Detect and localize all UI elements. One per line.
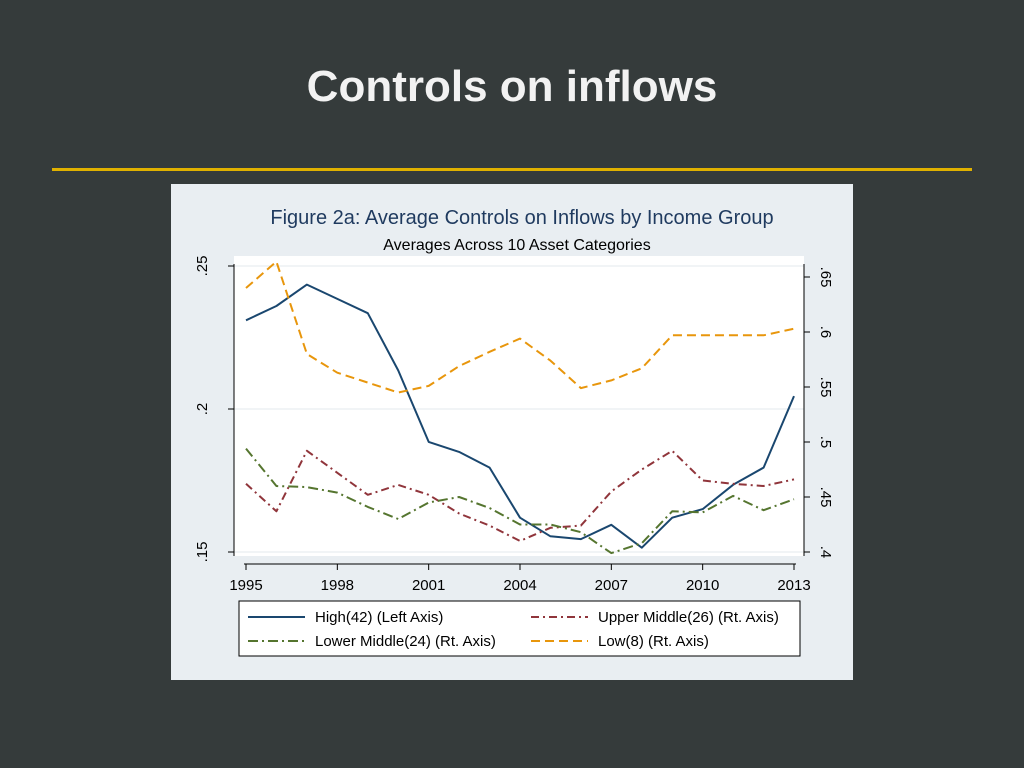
grid-lines	[234, 265, 804, 553]
x-tick-label: 1998	[321, 577, 354, 594]
y-right-tick-label: .6	[817, 326, 834, 339]
y-right-tick-label: .65	[817, 267, 834, 288]
y-left-tick-label: .2	[194, 403, 211, 416]
axes: .15 .2 .25 .4 .45 .5 .55 .6 .65 1995 1998 2001 2004 2…	[194, 256, 834, 594]
y-right-tick-label: .45	[817, 487, 834, 508]
y-right-tick-label: .5	[817, 436, 834, 449]
legend: High(42) (Left Axis) Upper Middle(26) (Rt…	[248, 609, 779, 650]
y-left-tick-label: .15	[194, 542, 211, 563]
y-right-tick-label: .55	[817, 377, 834, 398]
chart-subtitle: Averages Across 10 Asset Categories	[383, 237, 650, 254]
x-tick-label: 1995	[229, 577, 262, 594]
plot-area	[234, 256, 804, 556]
x-tick-label: 2010	[686, 577, 719, 594]
series-line-2	[245, 447, 795, 555]
series-line-3	[245, 260, 795, 394]
title-divider	[52, 168, 972, 171]
series-lines	[245, 260, 795, 555]
line-chart: Figure 2a: Average Controls on Inflows b…	[194, 207, 834, 657]
legend-label-1: Upper Middle(26) (Rt. Axis)	[598, 609, 779, 626]
legend-box	[238, 600, 801, 657]
slide-title: Controls on inflows	[306, 62, 718, 111]
x-tick-label: 2001	[412, 577, 445, 594]
series-line-0	[245, 283, 795, 549]
y-left-tick-label: .25	[194, 256, 211, 277]
legend-label-0: High(42) (Left Axis)	[315, 609, 443, 626]
y-right-tick-label: .4	[817, 546, 834, 559]
x-tick-label: 2004	[503, 577, 536, 594]
x-tick-label: 2007	[595, 577, 628, 594]
legend-label-3: Low(8) (Rt. Axis)	[598, 633, 709, 650]
series-line-1	[245, 449, 795, 542]
figure-panel: Figure 2a: Average Controls on Inflows b…	[171, 184, 853, 680]
legend-label-2: Lower Middle(24) (Rt. Axis)	[315, 633, 496, 650]
chart-title: Figure 2a: Average Controls on Inflows b…	[270, 207, 773, 229]
x-tick-label: 2013	[777, 577, 810, 594]
